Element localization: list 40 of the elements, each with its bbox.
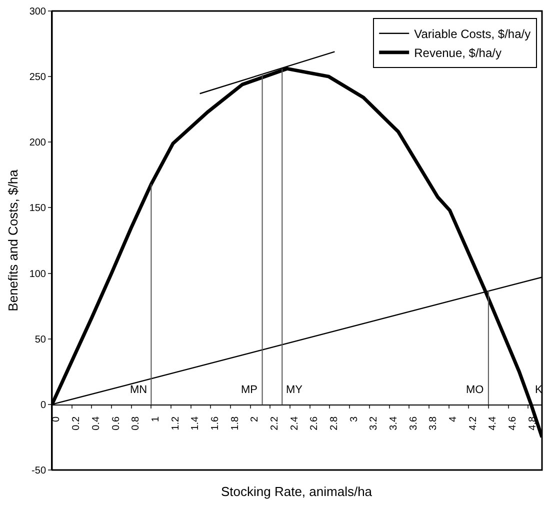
x-tick-label: 0.6 xyxy=(110,416,122,430)
annotation: MP xyxy=(241,384,258,396)
annotation: MY xyxy=(286,384,304,396)
x-tick-label: 0.4 xyxy=(90,416,102,430)
annotation: K xyxy=(535,384,543,396)
y-axis-title: Benefits and Costs, $/ha xyxy=(5,168,20,312)
x-tick-label: 0.8 xyxy=(130,416,142,430)
y-tick-label: 50 xyxy=(34,334,46,346)
annotation: MN xyxy=(130,384,148,396)
x-tick-label: 1.8 xyxy=(230,416,241,430)
x-tick-label: 2.8 xyxy=(328,416,340,430)
x-tick-label: 3.6 xyxy=(408,416,420,430)
x-tick-label: 2.2 xyxy=(269,416,280,430)
x-tick-label: 4.2 xyxy=(468,416,479,430)
x-axis-title: Stocking Rate, animals/ha xyxy=(221,484,373,499)
x-tick-label: 3.2 xyxy=(368,416,380,430)
x-tick-label: 0.2 xyxy=(71,416,82,430)
x-tick-label: 4.4 xyxy=(488,416,499,430)
x-tick-label: 2.4 xyxy=(289,416,300,430)
y-tick-label: 200 xyxy=(29,138,46,149)
x-tick-label: 1.4 xyxy=(190,416,202,430)
y-tick-label: -50 xyxy=(32,466,46,476)
x-tick-label: 3 xyxy=(348,416,360,422)
x-tick-label: 1.2 xyxy=(170,416,182,430)
x-tick-label: 4.6 xyxy=(508,416,519,430)
x-tick-label: 1.6 xyxy=(210,416,221,430)
x-tick-label: 4 xyxy=(448,416,460,422)
y-tick-label: 150 xyxy=(29,203,46,214)
y-tick-label: 100 xyxy=(29,268,46,280)
legend-label: Revenue, $/ha/y xyxy=(414,46,502,60)
y-tick-label: 0 xyxy=(40,400,46,411)
legend-label: Variable Costs, $/ha/y xyxy=(414,27,531,42)
annotation: MO xyxy=(466,384,484,396)
y-tick-label: 250 xyxy=(29,72,46,84)
x-tick-label: 3.4 xyxy=(388,416,400,430)
x-tick-label: 3.8 xyxy=(428,416,440,430)
y-tick-label: 300 xyxy=(29,6,46,18)
x-tick-label: 2 xyxy=(250,416,261,422)
x-tick-label: 2.6 xyxy=(309,416,320,430)
x-tick-label: 1 xyxy=(150,416,162,422)
